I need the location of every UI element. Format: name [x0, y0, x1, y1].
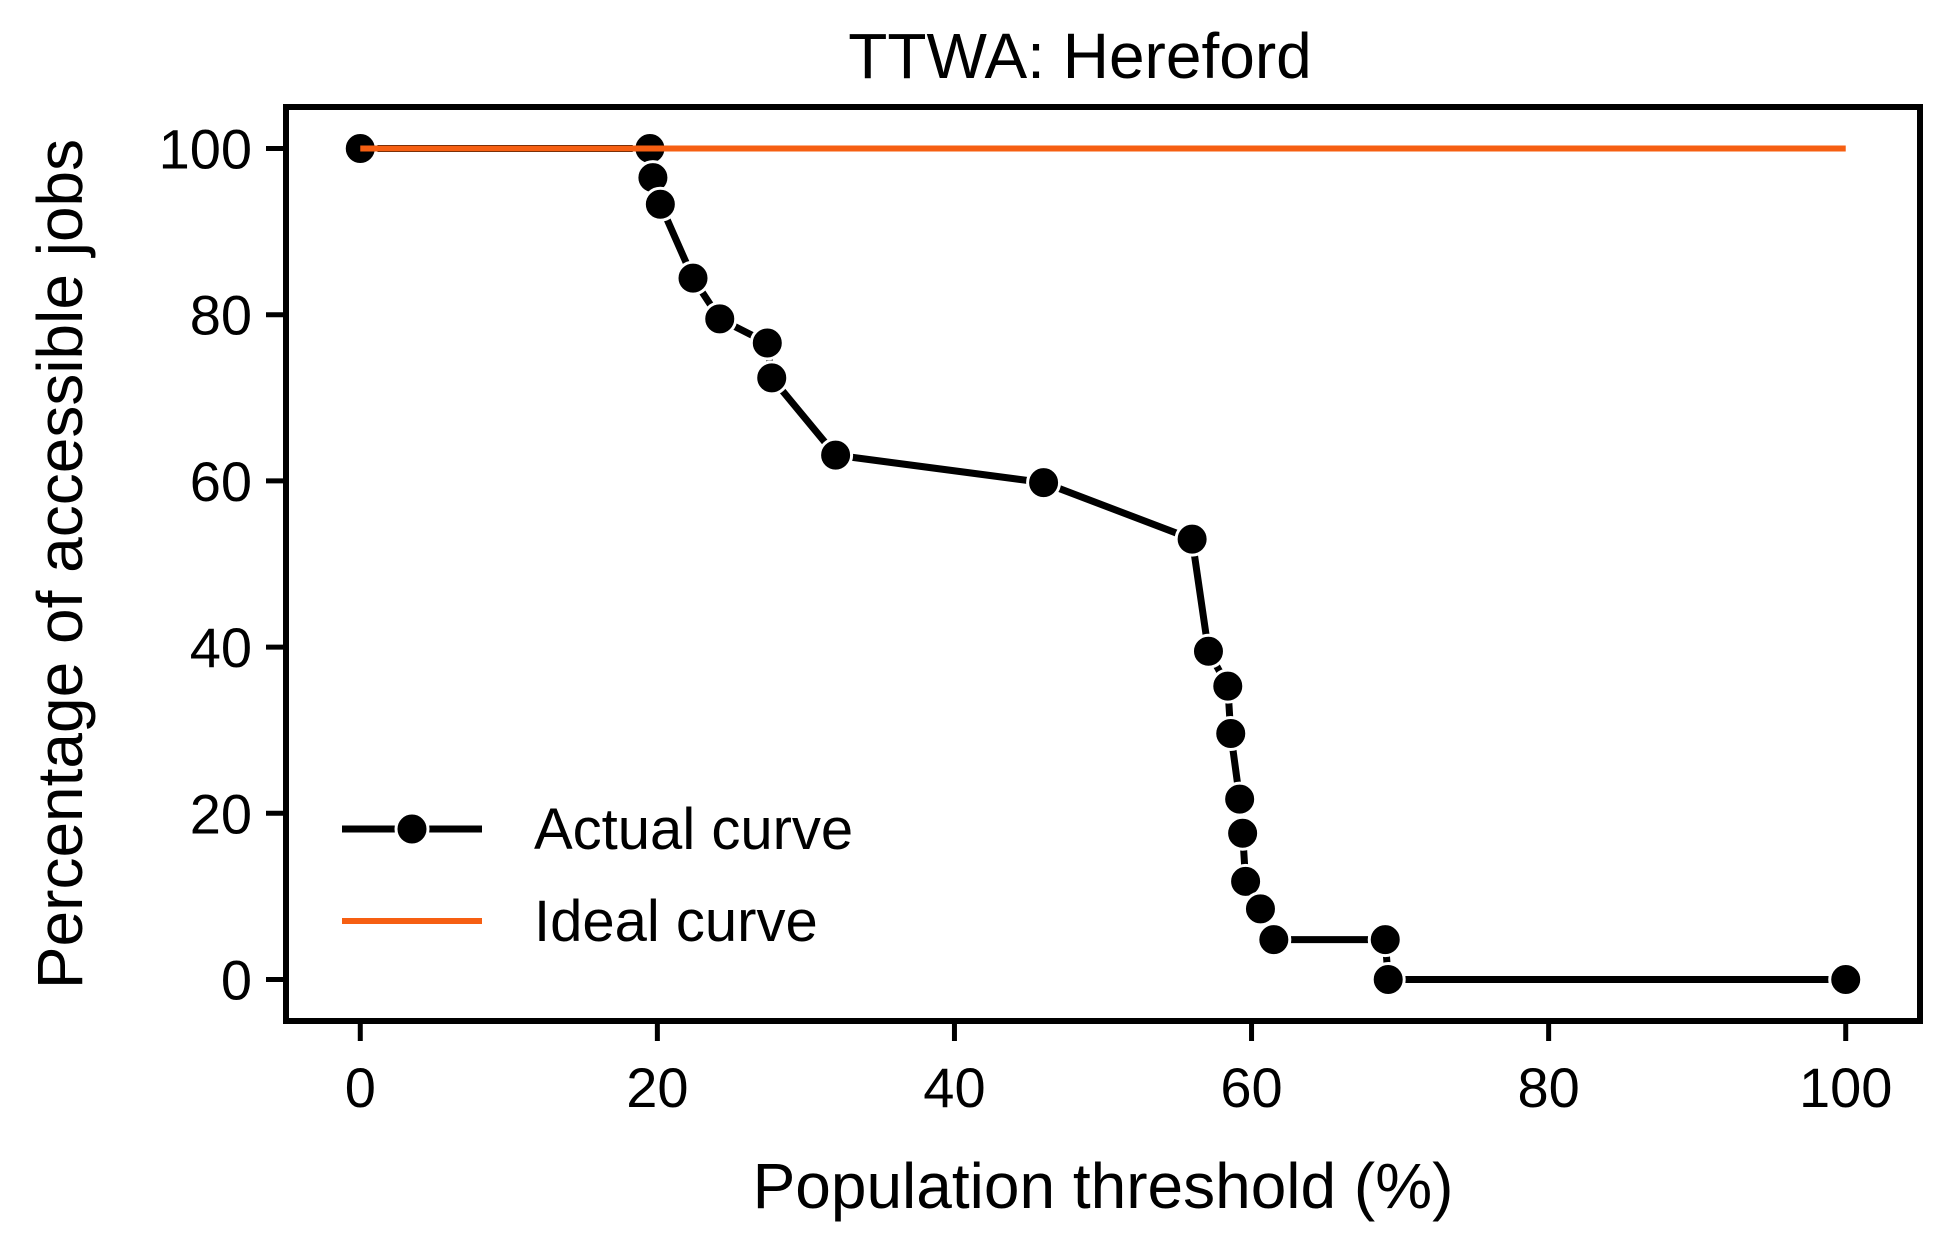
actual-curve-point — [1828, 961, 1864, 997]
actual-curve-point — [1225, 815, 1261, 851]
actual-curve-point — [818, 437, 854, 473]
y-tick-label: 80 — [190, 284, 252, 347]
actual-curve-point — [1210, 668, 1246, 704]
x-tick-label: 100 — [1799, 1056, 1892, 1119]
actual-curve-point — [1190, 633, 1226, 669]
actual-curve-point — [1256, 922, 1292, 958]
y-tick-label: 40 — [190, 616, 252, 679]
actual-curve-point — [702, 301, 738, 337]
actual-curve-point — [1370, 961, 1406, 997]
y-tick-label: 100 — [159, 118, 252, 181]
actual-curve-point — [1367, 922, 1403, 958]
x-axis-label: Population threshold (%) — [753, 1150, 1454, 1222]
x-tick-label: 80 — [1517, 1056, 1579, 1119]
chart-title: TTWA: Hereford — [848, 20, 1311, 92]
x-tick-label: 20 — [626, 1056, 688, 1119]
legend: Actual curve Ideal curve — [342, 797, 853, 954]
actual-curve-point — [1026, 465, 1062, 501]
actual-curve-point — [642, 186, 678, 222]
legend-marker — [394, 811, 430, 847]
actual-curve-point — [749, 325, 785, 361]
legend-label: Ideal curve — [534, 889, 818, 954]
x-tick-label: 60 — [1220, 1056, 1282, 1119]
plot-frame — [283, 104, 1923, 1024]
actual-curve-point — [1228, 863, 1264, 899]
y-axis-label: Percentage of accessible jobs — [24, 139, 96, 989]
actual-curve-point — [1242, 891, 1278, 927]
actual-curve-point — [675, 260, 711, 296]
y-tick-label: 20 — [190, 782, 252, 845]
actual-curve-point — [1213, 716, 1249, 752]
x-tick-label: 0 — [345, 1056, 376, 1119]
plot-series — [342, 131, 1864, 997]
legend-label: Actual curve — [534, 797, 853, 862]
axis-ticks: 0 20 40 60 80 100 0 20 40 60 80 100 — [159, 118, 1893, 1119]
actual-curve-point — [754, 360, 790, 396]
y-tick-label: 60 — [190, 450, 252, 513]
y-tick-label: 0 — [221, 948, 252, 1011]
actual-curve-point — [1222, 781, 1258, 817]
x-tick-label: 40 — [923, 1056, 985, 1119]
actual-curve-point — [1174, 521, 1210, 557]
